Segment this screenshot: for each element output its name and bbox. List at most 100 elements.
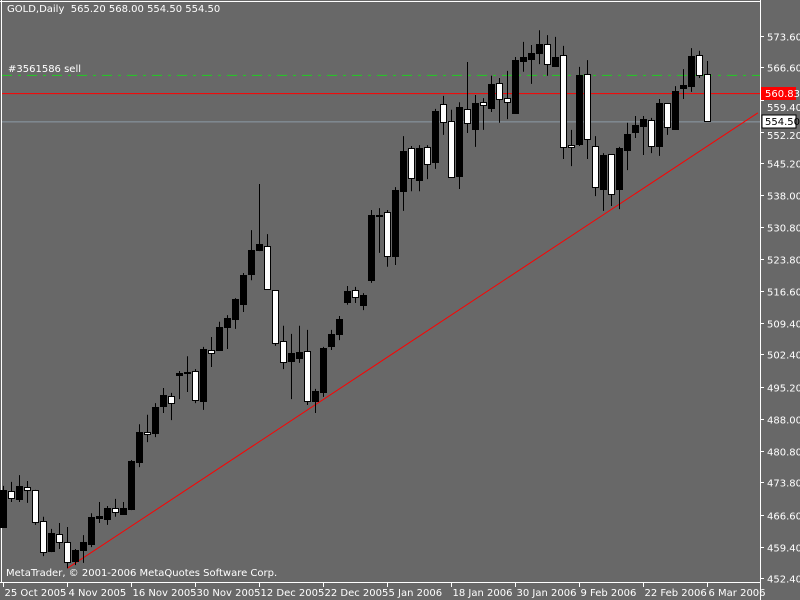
bull-candle	[0, 490, 7, 528]
bull-candle	[368, 215, 375, 281]
bull-candle	[512, 60, 519, 114]
bull-candle	[248, 250, 255, 275]
bull-candle	[392, 190, 399, 257]
y-tick-label: 452.40	[767, 575, 800, 586]
bull-candle	[328, 334, 335, 347]
bull-candle	[624, 134, 631, 151]
bear-candle	[648, 120, 655, 147]
y-tick-label: 559.40	[767, 103, 800, 114]
y-tick-label: 488.00	[767, 416, 800, 427]
x-tick-label: 30 Nov 2005	[197, 588, 261, 599]
x-tick-label: 9 Feb 2006	[581, 588, 637, 599]
bull-candle	[672, 91, 679, 130]
y-tick-label: 545.20	[767, 160, 800, 171]
x-tick-label: 22 Feb 2006	[645, 588, 707, 599]
bull-candle	[688, 56, 695, 87]
bull-candle	[256, 244, 263, 251]
y-tick-label: 538.00	[767, 192, 800, 203]
bull-candle	[288, 353, 295, 362]
bear-candle	[64, 542, 71, 563]
chart-header: GOLD,Daily 565.20 568.00 554.50 554.50	[7, 4, 220, 15]
bear-candle	[408, 148, 415, 179]
last-price-label: 554.50	[765, 117, 800, 128]
bear-candle	[352, 290, 359, 298]
bear-candle	[544, 44, 551, 65]
bull-candle	[432, 111, 439, 163]
y-tick-label: 480.80	[767, 448, 800, 459]
x-tick-label: 16 Nov 2005	[133, 588, 197, 599]
y-tick-label: 473.80	[767, 479, 800, 490]
bull-candle	[656, 103, 663, 147]
bear-candle	[504, 98, 511, 103]
x-tick-label: 25 Oct 2005	[5, 588, 67, 599]
bear-candle	[696, 55, 703, 76]
y-tick-label: 495.20	[767, 384, 800, 395]
bull-candle	[16, 486, 23, 500]
order-line-label: #3561586 sell	[8, 64, 82, 75]
bear-candle	[592, 146, 599, 188]
bull-candle	[48, 533, 55, 552]
bull-candle	[536, 44, 543, 54]
bear-candle	[8, 491, 15, 499]
bear-candle	[168, 396, 175, 404]
bull-candle	[80, 542, 87, 551]
bear-candle	[280, 341, 287, 363]
bear-candle	[464, 109, 471, 124]
bull-candle	[136, 432, 143, 463]
bear-candle	[24, 487, 31, 491]
trendline	[67, 112, 759, 569]
bear-candle	[192, 371, 199, 401]
y-tick-label: 530.80	[767, 224, 800, 235]
x-tick-label: 5 Jan 2006	[389, 588, 443, 599]
bear-candle	[704, 74, 711, 122]
bear-candle	[376, 215, 383, 217]
bull-candle	[344, 291, 351, 303]
x-tick-label: 12 Dec 2005	[261, 588, 325, 599]
bull-candle	[456, 107, 463, 177]
bear-candle	[40, 521, 47, 553]
bull-candle	[528, 53, 535, 60]
y-tick-label: 502.40	[767, 351, 800, 362]
bear-candle	[112, 508, 119, 513]
bear-candle	[584, 74, 591, 140]
ohlc-readout: 565.20 568.00 554.50 554.50	[70, 4, 221, 15]
bull-candle	[200, 349, 207, 402]
bull-candle	[296, 352, 303, 359]
x-tick-label: 30 Jan 2006	[517, 588, 577, 599]
bear-candle	[144, 432, 151, 435]
y-tick-label: 566.60	[767, 64, 800, 75]
x-tick-label: 22 Dec 2005	[325, 588, 389, 599]
bear-candle	[560, 55, 567, 148]
bull-candle	[336, 319, 343, 335]
bull-candle	[128, 461, 135, 510]
copyright-text: MetaTrader, © 2001-2006 MetaQuotes Softw…	[6, 568, 278, 579]
bull-candle	[216, 327, 223, 351]
bear-candle	[32, 490, 39, 523]
bull-candle	[632, 125, 639, 133]
bear-candle	[424, 147, 431, 165]
bid-price-label: 560.83	[765, 89, 800, 100]
y-tick-label: 466.60	[767, 512, 800, 523]
bull-candle	[552, 57, 559, 67]
bear-candle	[440, 104, 447, 123]
bull-candle	[400, 151, 407, 192]
x-tick-label: 4 Nov 2005	[69, 588, 127, 599]
bull-candle	[472, 103, 479, 130]
bull-candle	[360, 295, 367, 306]
bear-candle	[568, 145, 575, 148]
bull-candle	[176, 373, 183, 376]
bull-candle	[240, 275, 247, 305]
y-tick-label: 523.80	[767, 256, 800, 267]
y-tick-label: 573.60	[767, 33, 800, 44]
bull-candle	[680, 85, 687, 89]
bull-candle	[120, 508, 127, 515]
bear-candle	[608, 154, 615, 195]
bull-candle	[616, 148, 623, 190]
bull-candle	[640, 119, 647, 127]
y-tick-label: 459.40	[767, 544, 800, 555]
bear-candle	[56, 534, 63, 543]
bull-candle	[152, 407, 159, 434]
last-price-box	[761, 114, 797, 129]
